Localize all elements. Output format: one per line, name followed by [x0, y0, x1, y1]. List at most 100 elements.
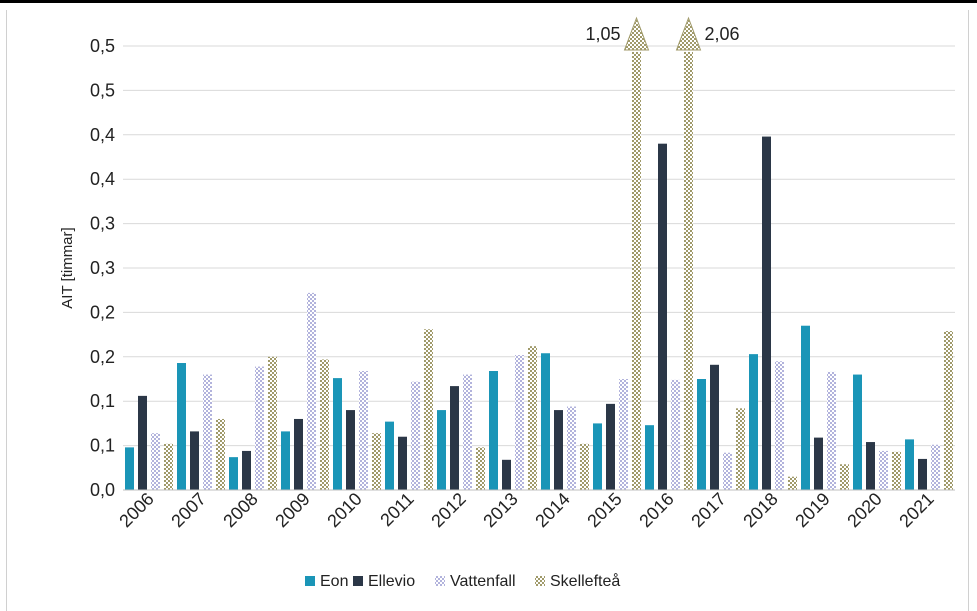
- bar-skellefte-2017: [736, 408, 745, 490]
- bar-vattenfall-2007: [203, 374, 212, 490]
- overflow-arrow-2015: [623, 16, 650, 51]
- bar-eon-2013: [489, 371, 498, 490]
- bar-ellevio-2017: [710, 364, 719, 490]
- x-tick-label: 2016: [635, 489, 677, 531]
- bar-skellefte-2019: [840, 464, 849, 490]
- x-tick-label: 2013: [479, 489, 521, 531]
- bar-eon-2015: [593, 423, 602, 490]
- bar-eon-2012: [437, 410, 446, 490]
- bar-ellevio-2018: [762, 136, 771, 491]
- bar-ellevio-2013: [502, 459, 511, 490]
- bar-ellevio-2021: [918, 458, 927, 490]
- y-tick-label: 0,5: [90, 36, 115, 56]
- bar-vattenfall-2016: [671, 379, 680, 490]
- bar-skellefte-2009: [320, 359, 329, 490]
- bar-ellevio-2007: [190, 431, 199, 490]
- x-tick-label: 2006: [115, 489, 157, 531]
- bar-skellefte-2016: [684, 52, 693, 490]
- bar-skellefte-2013: [528, 346, 537, 490]
- bar-eon-2017: [697, 379, 706, 490]
- y-tick-label: 0,2: [90, 302, 115, 322]
- bar-vattenfall-2012: [463, 374, 472, 490]
- bar-vattenfall-2009: [307, 292, 316, 490]
- bar-vattenfall-2019: [827, 371, 836, 490]
- bar-eon-2008: [229, 457, 238, 490]
- bar-eon-2019: [801, 325, 810, 490]
- x-tick-label: 2010: [323, 489, 365, 531]
- bar-vattenfall-2013: [515, 355, 524, 490]
- y-tick-label: 0,5: [90, 80, 115, 100]
- bar-skellefte-2020: [892, 451, 901, 490]
- y-tick-label: 0,0: [90, 480, 115, 500]
- legend: Eon Ellevio Vattenfall Skellefteå: [305, 572, 620, 590]
- y-axis-label: AIT [timmar]: [59, 227, 76, 308]
- y-tick-label: 0,4: [90, 169, 115, 189]
- bar-vattenfall-2010: [359, 371, 368, 490]
- legend-label-ellevio: Ellevio: [368, 573, 415, 590]
- x-tick-label: 2014: [531, 489, 573, 531]
- legend-swatch-ellevio: [353, 576, 363, 586]
- bar-ellevio-2016: [658, 143, 667, 490]
- bar-eon-2006: [125, 447, 134, 490]
- legend-swatch-eon: [305, 576, 315, 586]
- top-rule: [0, 0, 977, 3]
- bar-eon-2009: [281, 431, 290, 490]
- bar-ellevio-2010: [346, 410, 355, 490]
- x-tick-label: 2007: [167, 489, 209, 531]
- bar-ellevio-2012: [450, 386, 459, 490]
- x-tick-label: 2009: [271, 489, 313, 531]
- bar-skellefte-2014: [580, 443, 589, 490]
- bar-eon-2020: [853, 374, 862, 490]
- legend-label-eon: Eon: [320, 573, 348, 590]
- annotations: 1,05 2,06: [585, 24, 739, 44]
- chart-frame: [6, 10, 969, 611]
- bar-vattenfall-2014: [567, 406, 576, 490]
- bar-skellefte-2015: [632, 52, 641, 490]
- overflow-arrow-2016: [675, 16, 702, 51]
- bar-skellefte-2011: [424, 329, 433, 490]
- bar-vattenfall-2008: [255, 366, 264, 490]
- x-tick-label: 2008: [219, 489, 261, 531]
- bar-eon-2018: [749, 354, 758, 490]
- y-axis-ticks: 0,0 0,1 0,1 0,2 0,2 0,3 0,3 0,4 0,4 0,5 0,5: [90, 36, 115, 500]
- x-tick-label: 2011: [376, 489, 418, 531]
- bar-skellefte-2018: [788, 476, 797, 490]
- data-label-2016: 2,06: [705, 24, 740, 44]
- data-label-2015: 1,05: [585, 24, 620, 44]
- bar-vattenfall-2011: [411, 381, 420, 490]
- bar-eon-2010: [333, 378, 342, 490]
- bar-vattenfall-2018: [775, 361, 784, 490]
- bar-eon-2007: [177, 363, 186, 490]
- legend-swatch-vattenfall: [435, 576, 445, 586]
- x-axis-ticks: 2006 2007 2008 2009 2010 2011 2012 2013 2014 2015…: [115, 489, 937, 531]
- y-tick-label: 0,2: [90, 347, 115, 367]
- legend-label-vattenfall: Vattenfall: [450, 573, 516, 590]
- y-tick-label: 0,3: [90, 214, 115, 234]
- bar-ellevio-2014: [554, 410, 563, 490]
- x-tick-label: 2015: [583, 489, 625, 531]
- y-tick-label: 0,3: [90, 258, 115, 278]
- bar-vattenfall-2021: [931, 444, 940, 490]
- bar-ellevio-2020: [866, 442, 875, 490]
- bar-vattenfall-2006: [151, 433, 160, 490]
- y-tick-label: 0,1: [90, 391, 115, 411]
- legend-swatch-skellefte: [535, 576, 545, 586]
- x-tick-label: 2017: [687, 489, 729, 531]
- bar-vattenfall-2020: [879, 450, 888, 490]
- bar-ellevio-2019: [814, 437, 823, 490]
- bar-eon-2011: [385, 421, 394, 490]
- bar-ellevio-2015: [606, 403, 615, 490]
- bar-eon-2014: [541, 353, 550, 490]
- bar-ellevio-2008: [242, 450, 251, 490]
- bars: [125, 16, 953, 491]
- bar-skellefte-2012: [476, 447, 485, 490]
- bar-skellefte-2010: [372, 433, 381, 490]
- x-tick-label: 2012: [427, 489, 469, 531]
- legend-label-skellefte: Skellefteå: [550, 572, 620, 590]
- bar-vattenfall-2017: [723, 452, 732, 490]
- bar-ellevio-2009: [294, 418, 303, 490]
- y-tick-label: 0,1: [90, 436, 115, 456]
- bar-eon-2021: [905, 439, 914, 490]
- bar-skellefte-2007: [216, 418, 225, 490]
